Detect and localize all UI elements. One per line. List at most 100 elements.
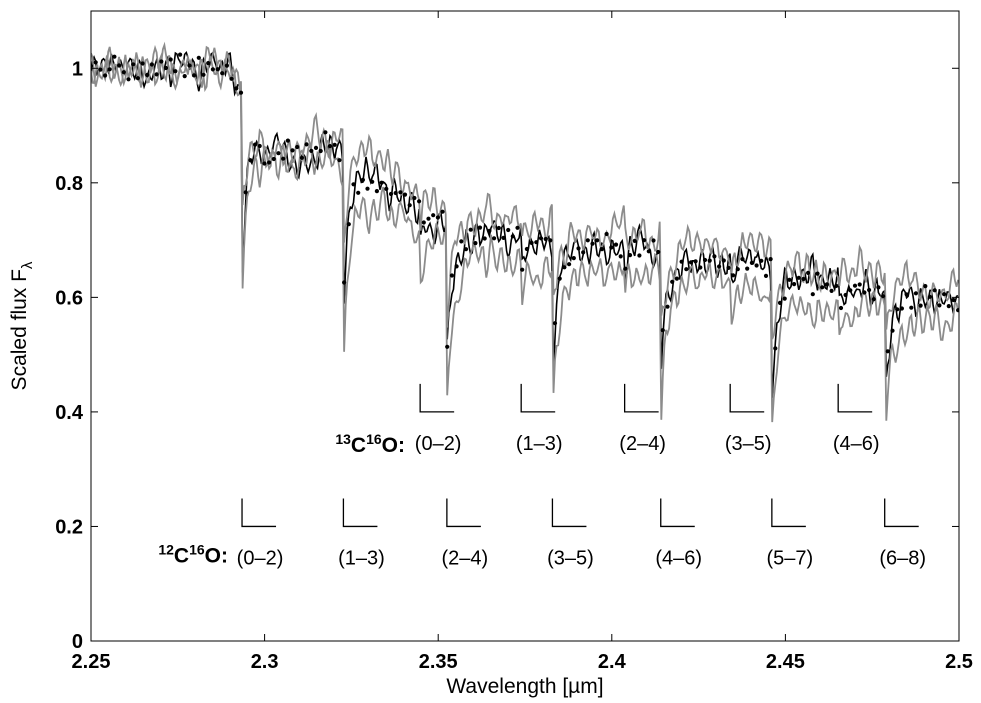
observed-point [295,144,300,150]
observed-point [140,61,145,66]
observed-point [773,346,778,351]
band-label: (1–3) [516,433,563,455]
observed-point [524,246,530,252]
observed-point [487,228,492,233]
observed-point [215,67,220,72]
observed-point [163,65,169,71]
observed-point [506,227,511,233]
bandhead-marker [342,498,378,528]
x-tick-label: 2.5 [945,651,973,673]
observed-point [848,288,853,293]
observed-point [670,279,675,284]
y-axis-label-subscript: λ [19,261,36,269]
observed-point [421,220,426,225]
band-label: (4–6) [655,547,702,569]
observed-point [468,227,473,232]
observed-point [923,284,928,289]
observed-point [360,177,365,182]
model-line [91,50,959,398]
observed-point [253,142,258,147]
bandhead-marker [419,383,455,413]
observed-point [304,142,309,147]
observed-point [262,161,267,166]
observed-point [515,225,520,230]
observed-point [876,285,881,290]
observed-point [576,246,581,251]
observed-point [656,249,661,255]
observed-point [693,259,698,264]
x-axis-label: Wavelength [µm] [446,675,603,698]
observed-point [740,257,745,262]
observed-point [463,247,469,252]
observed-point [149,62,154,67]
observed-point [534,240,539,245]
observed-point [557,276,562,281]
observed-point [777,300,783,305]
observed-point [135,76,140,81]
bandhead-marker [520,383,556,413]
observed-point [126,77,131,82]
observed-point [299,155,304,160]
observed-point [351,182,356,187]
observed-point [501,235,506,240]
observed-point [857,282,862,287]
observed-point [909,305,914,310]
observed-point [581,250,586,255]
observed-point [332,142,337,147]
observed-point [674,276,680,281]
band-label: (2–4) [442,547,489,569]
observed-point [281,156,286,161]
observed-point [91,63,94,69]
observed-point [131,62,136,67]
observed-point [384,186,389,191]
observed-point [806,270,811,275]
observed-point [412,195,417,201]
observed-point [168,57,173,62]
observed-point [946,304,951,309]
y-tick-label: 0.6 [55,287,83,309]
observed-point [271,156,276,162]
observed-point [768,257,773,262]
observed-point [688,260,694,265]
isotope-label: 12C16O: [158,541,228,567]
observed-point [510,234,515,239]
observed-point [913,291,919,296]
observed-point [482,236,487,241]
observed-point [449,273,454,278]
bandhead-marker [446,498,481,528]
x-tick-label: 2.25 [72,651,111,673]
observed-point [951,297,956,303]
observed-point [862,290,867,295]
observed-point [210,67,215,72]
observed-point [238,90,244,95]
bandhead-marker [837,383,873,413]
y-tick-label: 0.4 [55,402,84,424]
observed-point [318,148,323,154]
model-envelope-line [91,41,959,423]
bandhead-marker [660,498,695,528]
observed-point [937,303,942,308]
observed-point [590,241,595,246]
observed-point [707,258,712,263]
observed-point [731,273,736,278]
observed-point [398,190,403,195]
observed-point [356,190,361,195]
y-tick-label: 0 [72,631,83,653]
band-label: (3–5) [547,547,594,569]
observed-point [234,86,239,91]
observed-point [93,60,98,65]
model-envelope-line [91,45,959,340]
band-label: (2–4) [619,433,666,455]
observed-point [632,238,637,243]
band-label: (0–2) [237,547,284,569]
observed-point [154,72,159,77]
band-label: (4–6) [833,433,880,455]
observed-point [370,179,375,184]
y-axis-label: Scaled flux Fλ [8,261,36,390]
observed-point [623,266,628,271]
bandhead-marker [771,498,806,528]
band-label: (1–3) [338,547,385,569]
observed-point [810,292,815,297]
y-axis-label-main: Scaled flux F [8,269,31,390]
